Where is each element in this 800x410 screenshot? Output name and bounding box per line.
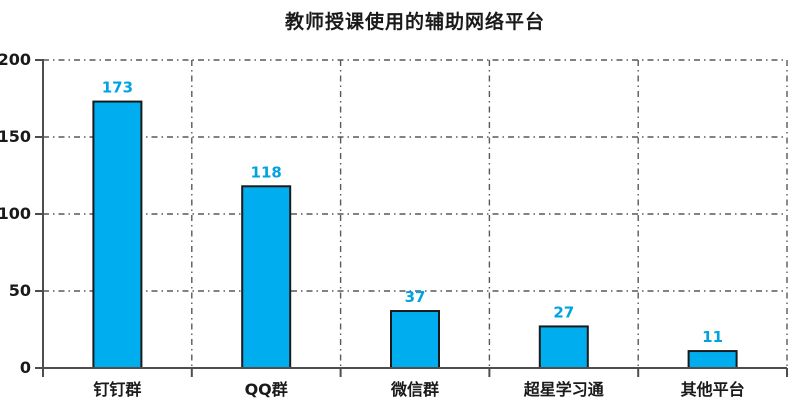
bar-钉钉群 [92, 100, 143, 370]
y-axis-label: 0 [20, 358, 31, 377]
y-axis-label: 50 [9, 281, 31, 300]
y-axis-label: 150 [0, 127, 31, 146]
bar-value-label: 118 [251, 163, 282, 181]
x-axis-label: 微信群 [390, 380, 439, 399]
bar-超星学习通 [538, 325, 589, 370]
bar-value-label: 37 [405, 288, 426, 306]
bar-其他平台 [687, 350, 738, 369]
y-axis-label: 200 [0, 50, 31, 69]
x-axis-label: 钉钉群 [93, 380, 141, 399]
y-axis-label: 100 [0, 204, 31, 223]
bar-QQ群 [241, 185, 292, 369]
bar-value-label: 27 [553, 303, 574, 321]
x-axis-label: 超星学习通 [523, 380, 604, 399]
x-axis-label: 其他平台 [681, 380, 745, 399]
chart-title: 教师授课使用的辅助网络平台 [284, 11, 545, 33]
bar-value-label: 11 [702, 328, 723, 346]
bar-微信群 [390, 310, 440, 369]
bar-value-label: 173 [102, 79, 133, 97]
x-axis-label: QQ群 [245, 380, 288, 399]
